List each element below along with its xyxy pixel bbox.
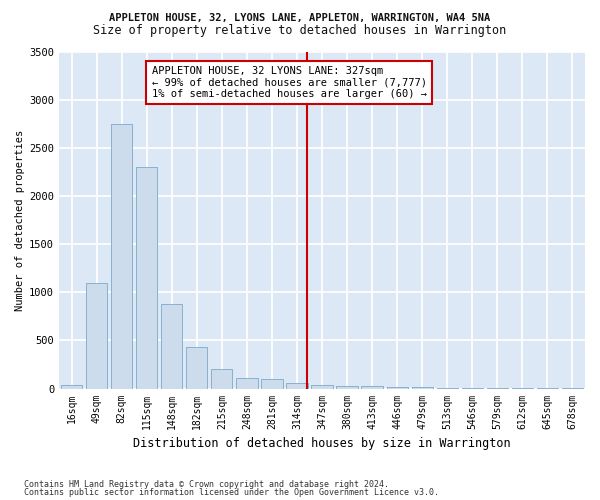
Bar <box>186 347 208 389</box>
Bar <box>361 386 383 388</box>
Bar <box>412 387 433 388</box>
X-axis label: Distribution of detached houses by size in Warrington: Distribution of detached houses by size … <box>133 437 511 450</box>
Text: APPLETON HOUSE, 32 LYONS LANE: 327sqm
← 99% of detached houses are smaller (7,77: APPLETON HOUSE, 32 LYONS LANE: 327sqm ← … <box>152 66 427 99</box>
Text: Contains HM Land Registry data © Crown copyright and database right 2024.: Contains HM Land Registry data © Crown c… <box>24 480 389 489</box>
Bar <box>337 386 358 388</box>
Y-axis label: Number of detached properties: Number of detached properties <box>15 130 25 310</box>
Text: Contains public sector information licensed under the Open Government Licence v3: Contains public sector information licen… <box>24 488 439 497</box>
Bar <box>86 282 107 389</box>
Bar <box>311 384 332 388</box>
Bar <box>61 384 82 388</box>
Bar <box>136 167 157 388</box>
Bar <box>261 380 283 388</box>
Bar <box>236 378 257 388</box>
Bar <box>111 124 132 388</box>
Bar <box>386 387 408 388</box>
Text: APPLETON HOUSE, 32, LYONS LANE, APPLETON, WARRINGTON, WA4 5NA: APPLETON HOUSE, 32, LYONS LANE, APPLETON… <box>109 12 491 22</box>
Bar <box>286 384 308 388</box>
Text: Size of property relative to detached houses in Warrington: Size of property relative to detached ho… <box>94 24 506 37</box>
Bar <box>161 304 182 388</box>
Bar <box>211 370 232 388</box>
